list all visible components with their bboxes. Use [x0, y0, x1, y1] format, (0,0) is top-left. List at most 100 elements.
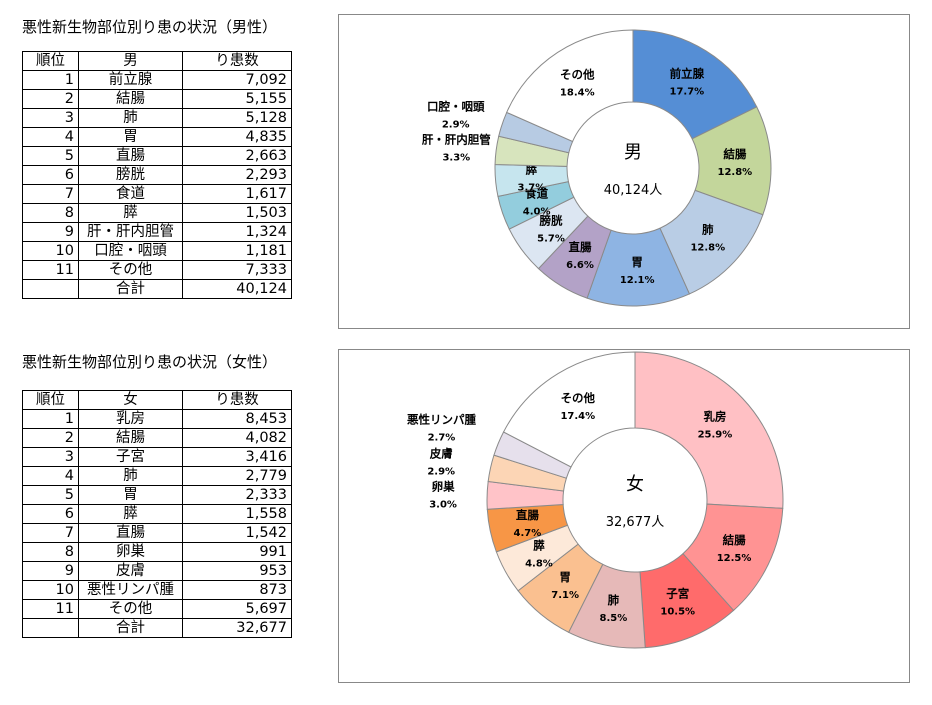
site-cell: 肺: [78, 466, 183, 486]
count-cell: 8,453: [182, 409, 292, 429]
count-cell: 40,124: [182, 279, 292, 299]
header-rank: 順位: [22, 390, 79, 410]
male-section-title: 悪性新生物部位別り患の状況（男性）: [22, 18, 278, 36]
count-cell: 7,333: [182, 260, 292, 280]
rank-cell: 1: [22, 70, 79, 90]
male-donut-chart: 前立腺17.7%結腸12.8%肺12.8%胃12.1%直腸6.6%膀胱5.7%食…: [422, 29, 772, 307]
site-cell: 直腸: [78, 146, 183, 166]
rank-cell: 3: [22, 447, 79, 467]
slice-0: [634, 351, 784, 509]
count-cell: 1,181: [182, 241, 292, 261]
slice-label: その他: [560, 68, 595, 82]
table-row: 10 悪性リンパ腫 873: [22, 580, 292, 600]
table-total-row: 合計 40,124: [22, 279, 292, 299]
slice-label: 皮膚: [429, 446, 453, 460]
rank-cell: 2: [22, 428, 79, 448]
site-cell: 合計: [78, 618, 183, 638]
count-cell: 4,835: [182, 127, 292, 147]
site-cell: 膵: [78, 203, 183, 223]
slice-percent: 12.1%: [620, 275, 655, 286]
rank-cell: 10: [22, 241, 79, 261]
slice-10: [502, 351, 636, 468]
count-cell: 2,293: [182, 165, 292, 185]
count-cell: 7,092: [182, 70, 292, 90]
slice-10: [506, 29, 634, 143]
rank-cell: 11: [22, 599, 79, 619]
slice-label: 卵巣: [432, 480, 455, 494]
site-cell: 結腸: [78, 428, 183, 448]
rank-cell: 4: [22, 127, 79, 147]
count-cell: 1,503: [182, 203, 292, 223]
site-cell: 胃: [78, 485, 183, 505]
site-cell: 膀胱: [78, 165, 183, 185]
table-row: 3 肺 5,128: [22, 108, 292, 128]
slice-percent: 2.7%: [428, 432, 456, 443]
rank-cell: 8: [22, 203, 79, 223]
slice-percent: 3.3%: [442, 152, 470, 163]
table-row: 6 膀胱 2,293: [22, 165, 292, 185]
count-cell: 3,416: [182, 447, 292, 467]
rank-cell: [22, 279, 79, 299]
site-cell: 直腸: [78, 523, 183, 543]
site-cell: 口腔・咽頭: [78, 241, 183, 261]
female-chart-area: 乳房 25.9% 結腸 12.5% 子宮 10.5% 肺 8.5% 胃 7.1% 膵 4.8% 直腸 4.…: [338, 349, 910, 683]
slice-percent: 25.9%: [698, 429, 733, 440]
site-cell: 結腸: [78, 89, 183, 109]
count-cell: 2,333: [182, 485, 292, 505]
rank-cell: 3: [22, 108, 79, 128]
rank-cell: 9: [22, 561, 79, 581]
table-row: 5 胃 2,333: [22, 485, 292, 505]
rank-cell: 11: [22, 260, 79, 280]
slice-percent: 4.7%: [514, 528, 542, 539]
slice-label: 胃: [559, 570, 571, 584]
count-cell: 5,128: [182, 108, 292, 128]
count-cell: 873: [182, 580, 292, 600]
center-label: 男: [624, 142, 642, 163]
slice-percent: 12.5%: [717, 553, 752, 564]
site-cell: 胃: [78, 127, 183, 147]
table-row: 2 結腸 4,082: [22, 428, 292, 448]
slice-percent: 4.0%: [523, 206, 551, 217]
male-chart-area: 前立腺 17.7% 結腸 12.8% 肺 12.8% 胃 12.1% 直腸 6.6% 膀胱 5.7% 食…: [338, 14, 910, 329]
count-cell: 1,324: [182, 222, 292, 242]
slice-percent: 8.5%: [600, 613, 628, 624]
site-cell: 卵巣: [78, 542, 183, 562]
header-rank: 順位: [22, 51, 79, 71]
count-cell: 5,155: [182, 89, 292, 109]
rank-cell: 8: [22, 542, 79, 562]
count-cell: 5,697: [182, 599, 292, 619]
slice-label: 肺: [702, 222, 714, 236]
slice-label: 直腸: [516, 508, 539, 522]
table-row: 2 結腸 5,155: [22, 89, 292, 109]
table-row: 1 乳房 8,453: [22, 409, 292, 429]
header-site: 男: [78, 51, 183, 71]
site-cell: 前立腺: [78, 70, 183, 90]
slice-label: 乳房: [703, 409, 726, 423]
count-cell: 4,082: [182, 428, 292, 448]
slice-label: 子宮: [666, 586, 689, 600]
table-row: 7 直腸 1,542: [22, 523, 292, 543]
site-cell: 乳房: [78, 409, 183, 429]
header-count: り患数: [182, 51, 292, 71]
site-cell: その他: [78, 599, 183, 619]
table-total-row: 合計 32,677: [22, 618, 292, 638]
table-row: 5 直腸 2,663: [22, 146, 292, 166]
site-cell: その他: [78, 260, 183, 280]
rank-cell: 1: [22, 409, 79, 429]
rank-cell: 9: [22, 222, 79, 242]
rank-cell: [22, 618, 79, 638]
site-cell: 悪性リンパ腫: [78, 580, 183, 600]
slice-percent: 12.8%: [690, 242, 725, 253]
slice-0: [632, 29, 758, 140]
female-section-title: 悪性新生物部位別り患の状況（女性）: [22, 353, 278, 371]
table-row: 8 膵 1,503: [22, 203, 292, 223]
table-row: 3 子宮 3,416: [22, 447, 292, 467]
slice-label: 前立腺: [670, 66, 705, 80]
rank-cell: 2: [22, 89, 79, 109]
slice-percent: 7.1%: [551, 590, 579, 601]
rank-cell: 6: [22, 165, 79, 185]
slice-percent: 5.7%: [537, 234, 565, 245]
slice-label: 口腔・咽頭: [427, 100, 485, 114]
site-cell: 合計: [78, 279, 183, 299]
count-cell: 1,617: [182, 184, 292, 204]
